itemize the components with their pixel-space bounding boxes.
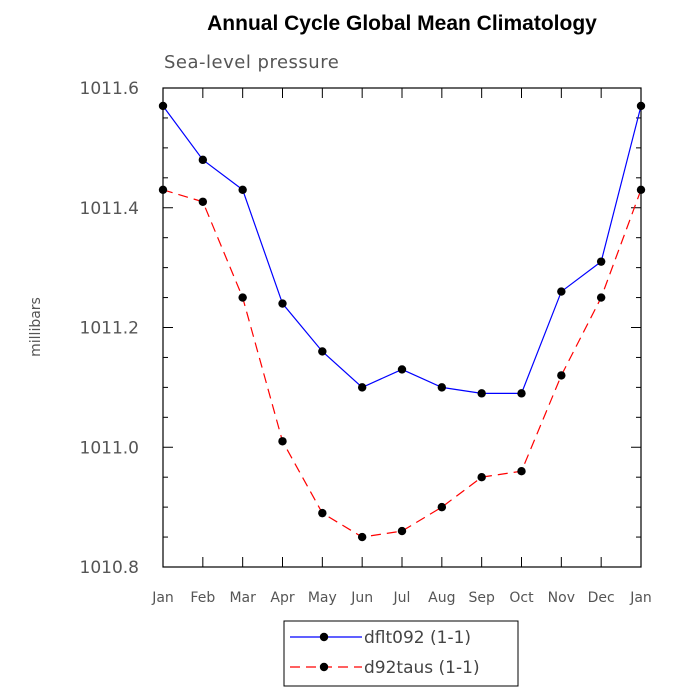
series-2-point bbox=[238, 293, 247, 302]
series-1-point bbox=[636, 101, 646, 111]
x-tick-label: Mar bbox=[229, 590, 256, 606]
legend-label-1: dflt092 (1-1) bbox=[364, 628, 471, 648]
legend-marker-2 bbox=[319, 662, 329, 672]
series-1-point bbox=[278, 299, 287, 308]
series-2-point bbox=[596, 293, 606, 302]
chart-title: Annual Cycle Global Mean Climatology bbox=[207, 12, 597, 35]
series-2-point bbox=[517, 467, 526, 476]
series-1-point bbox=[238, 185, 247, 194]
series-2-point bbox=[397, 526, 407, 536]
y-tick-label: 1011.6 bbox=[80, 79, 139, 99]
series-1-point bbox=[437, 383, 447, 392]
x-tick-label: May bbox=[308, 590, 337, 606]
series-1-point bbox=[596, 257, 606, 266]
x-tick-label: Jun bbox=[350, 590, 373, 606]
x-tick-label: Jan bbox=[151, 590, 174, 606]
x-tick-label: Dec bbox=[588, 590, 615, 606]
series-1-point bbox=[158, 101, 168, 111]
series-1-point bbox=[477, 389, 486, 398]
y-tick-label: 1010.8 bbox=[80, 558, 139, 578]
series-1-point bbox=[318, 347, 327, 356]
series-2-point bbox=[158, 185, 168, 194]
x-tick-label: Sep bbox=[468, 590, 495, 606]
legend-marker-1 bbox=[319, 632, 329, 642]
series-2-point bbox=[437, 502, 447, 512]
x-tick-label: Aug bbox=[428, 590, 455, 606]
series-1-point bbox=[357, 383, 367, 392]
y-axis-label: millibars bbox=[28, 297, 44, 357]
series-1-point bbox=[517, 389, 526, 398]
plot-frame bbox=[162, 87, 642, 568]
series-2-point bbox=[318, 508, 327, 518]
series-1-point bbox=[198, 155, 208, 165]
y-tick-label: 1011.0 bbox=[80, 438, 139, 458]
series-2-point bbox=[278, 437, 287, 446]
x-tick-label: Jan bbox=[629, 590, 652, 606]
series-2-point bbox=[557, 371, 566, 380]
series-2-point bbox=[477, 472, 486, 482]
series-2-point bbox=[357, 532, 367, 542]
series-line-2 bbox=[162, 189, 642, 538]
x-tick-label: Oct bbox=[509, 590, 534, 606]
chart-subtitle: Sea-level pressure bbox=[164, 52, 339, 73]
y-tick-label: 1011.4 bbox=[80, 199, 139, 219]
series-line-1 bbox=[162, 105, 642, 394]
series-1-point bbox=[557, 287, 566, 296]
series-1-point bbox=[397, 365, 407, 374]
series-2-point bbox=[198, 197, 208, 206]
x-tick-label: Apr bbox=[270, 590, 294, 606]
series-2-point bbox=[636, 185, 646, 194]
plot-area: Jan Feb Mar Apr May Jun Jul Aug Sep Oct Nov Dec Jan 1… bbox=[80, 79, 652, 606]
x-tick-label: Feb bbox=[190, 590, 215, 606]
y-tick-label: 1011.2 bbox=[80, 319, 139, 339]
legend: dflt092 (1-1) d92taus (1-1) bbox=[283, 620, 519, 687]
x-tick-label: Jul bbox=[393, 590, 411, 606]
legend-label-2: d92taus (1-1) bbox=[364, 658, 480, 678]
x-tick-label: Nov bbox=[548, 590, 575, 606]
legend-box bbox=[283, 620, 519, 687]
